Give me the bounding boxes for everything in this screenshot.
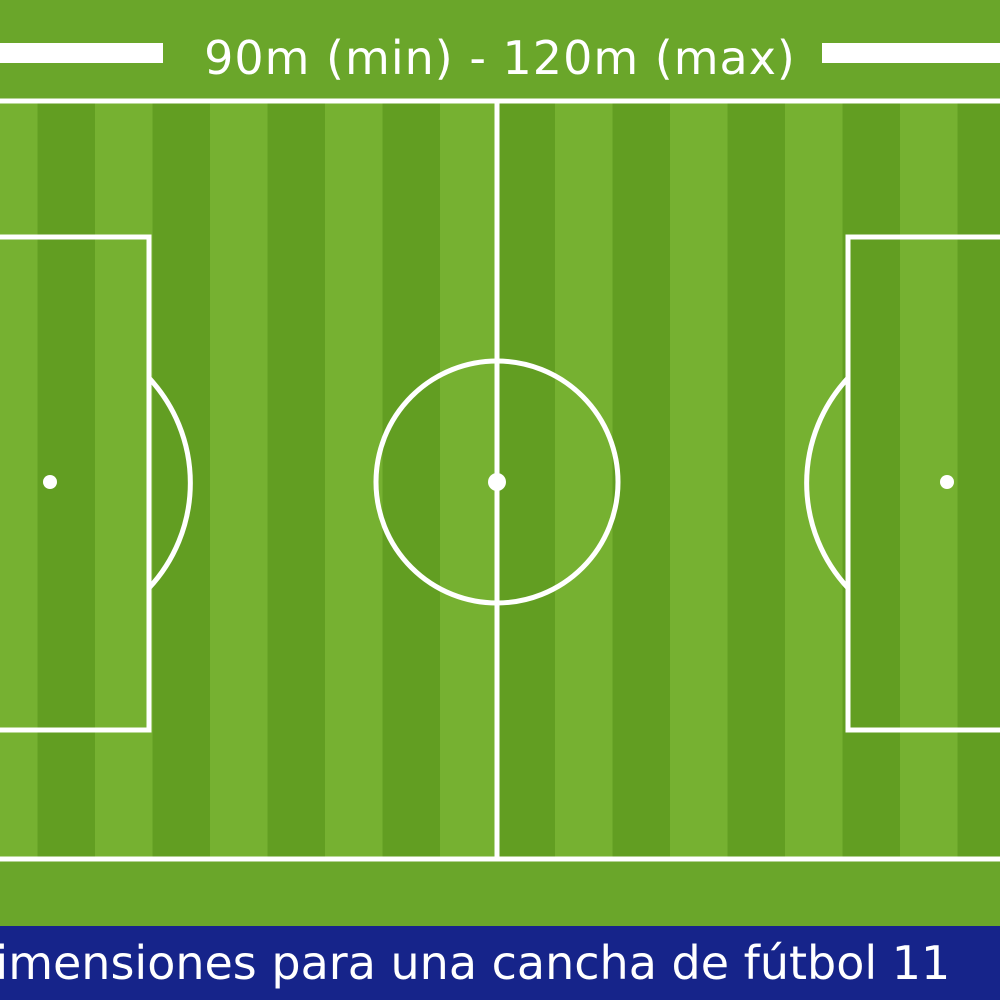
penalty-arc-right: [804, 376, 850, 590]
grass-stripe: [612, 101, 671, 859]
caption-bar-background: [0, 926, 1000, 1000]
grass-stripe: [727, 101, 786, 859]
grass-stripe: [267, 101, 326, 859]
penalty-area-right: [845, 234, 1000, 733]
grass-stripe: [957, 101, 1000, 859]
caption-bar: Dimensiones para una cancha de fútbol 11: [0, 926, 1000, 1000]
grass-stripe: [210, 101, 268, 859]
penalty-arc-left: [147, 376, 193, 590]
grass-stripe: [842, 101, 901, 859]
penalty-area-left: [0, 234, 152, 733]
penalty-spot-right: [940, 475, 954, 489]
penalty-spot-left: [43, 475, 57, 489]
caption-title: Dimensiones para una cancha de fútbol 11: [0, 936, 951, 990]
grass-stripe: [95, 101, 153, 859]
grass-stripe: [785, 101, 843, 859]
grass-stripe: [152, 101, 211, 859]
center-spot: [488, 473, 506, 491]
touchline-boundary: [0, 98, 1000, 862]
grass-stripe: [325, 101, 383, 859]
grass-stripe: [382, 101, 441, 859]
grass-stripe: [0, 101, 38, 859]
grass-stripe: [497, 101, 556, 859]
dimension-line-left: [0, 43, 163, 63]
grass-stripe: [555, 101, 613, 859]
grass-stripes: [0, 101, 1000, 859]
dimension-line-right: [822, 43, 1000, 63]
center-circle: [373, 358, 621, 606]
grass-stripe: [670, 101, 728, 859]
